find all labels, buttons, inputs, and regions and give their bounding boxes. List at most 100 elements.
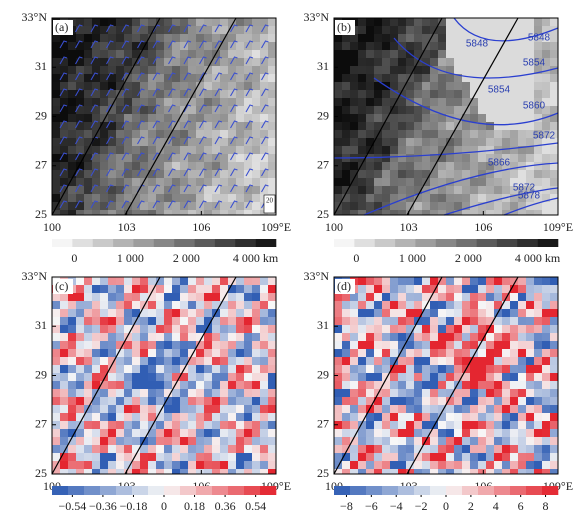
map-cell <box>164 98 173 107</box>
map-cell <box>212 325 221 334</box>
map-cell <box>374 106 383 115</box>
map-cell <box>204 162 213 171</box>
map-cell <box>358 170 367 179</box>
map-cell <box>462 405 471 414</box>
map-cell <box>204 106 213 115</box>
map-cell <box>236 58 245 67</box>
y-tick-label: 29 <box>35 108 47 122</box>
colorbar-cell <box>350 486 367 495</box>
map-cell <box>196 445 205 454</box>
map-cell <box>334 309 343 318</box>
map-cell <box>52 82 61 91</box>
map-cell <box>350 114 359 123</box>
map-cell <box>350 210 359 216</box>
map-cell <box>204 66 213 75</box>
map-cell <box>382 90 391 99</box>
map-cell <box>510 90 519 99</box>
wind-barb <box>152 72 161 81</box>
colorbar-cell <box>116 486 133 495</box>
map-cell <box>350 138 359 147</box>
map-cell <box>172 122 181 131</box>
map-cell <box>268 349 277 358</box>
map-cell <box>550 154 559 163</box>
map-cell <box>526 421 535 430</box>
map-cell <box>494 202 503 211</box>
map-cell <box>454 453 463 462</box>
map-cell <box>268 373 277 382</box>
map-cell <box>454 66 463 75</box>
map-cell <box>438 210 447 216</box>
map-cell <box>172 301 181 310</box>
map-cell <box>148 210 157 216</box>
map-cell <box>430 114 439 123</box>
map-cell <box>68 74 77 83</box>
map-cell <box>358 162 367 171</box>
map-cell <box>68 122 77 131</box>
map-cell <box>446 453 455 462</box>
map-cell <box>84 453 93 462</box>
map-cell <box>260 397 269 406</box>
map-cell <box>342 194 351 203</box>
map-cell <box>228 309 237 318</box>
map-cell <box>358 194 367 203</box>
map-cell <box>92 357 101 366</box>
map-cell <box>350 373 359 382</box>
colorbar-cell <box>414 486 431 495</box>
map-cell <box>60 146 69 155</box>
map-cell <box>156 186 165 195</box>
colorbar-label: 1 000 <box>117 251 144 265</box>
map-cell <box>438 421 447 430</box>
map-cell <box>350 365 359 374</box>
map-cell <box>366 66 375 75</box>
map-cell <box>454 74 463 83</box>
map-cell <box>462 82 471 91</box>
map-cell <box>406 349 415 358</box>
map-cell <box>366 317 375 326</box>
colorbar-cell <box>382 486 399 495</box>
map-cell <box>526 349 535 358</box>
map-cell <box>526 130 535 139</box>
map-cell <box>108 461 117 470</box>
map-cell <box>494 90 503 99</box>
map-cell <box>542 325 551 334</box>
map-cell <box>156 154 165 163</box>
map-cell <box>116 50 125 59</box>
map-cell <box>510 365 519 374</box>
map-cell <box>518 365 527 374</box>
map-cell <box>124 285 133 294</box>
map-cell <box>534 170 543 179</box>
map-cell <box>260 170 269 179</box>
map-cell <box>454 357 463 366</box>
map-cell <box>542 373 551 382</box>
map-cell <box>510 122 519 131</box>
map-cell <box>502 389 511 398</box>
map-cell <box>116 178 125 187</box>
map-cell <box>518 437 527 446</box>
map-cell <box>156 277 165 286</box>
map-cell <box>470 186 479 195</box>
map-cell <box>398 90 407 99</box>
map-cell <box>494 162 503 171</box>
map-cell <box>550 357 559 366</box>
map-cell <box>228 277 237 286</box>
diag-line <box>333 276 443 475</box>
wind-barb <box>137 168 145 177</box>
map-cell <box>92 277 101 286</box>
map-cell <box>366 285 375 294</box>
colorbar-cell <box>510 486 527 495</box>
map-cell <box>414 381 423 390</box>
map-cell <box>414 357 423 366</box>
map-cell <box>156 445 165 454</box>
map-cell <box>542 42 551 51</box>
map-cell <box>550 461 559 470</box>
map-cell <box>486 138 495 147</box>
map-cell <box>260 106 269 115</box>
map-cell <box>124 429 133 438</box>
map-cell <box>358 202 367 211</box>
map-cell <box>60 325 69 334</box>
map-cell <box>366 397 375 406</box>
map-cell <box>228 130 237 139</box>
map-cell <box>68 293 77 302</box>
map-cell <box>244 317 253 326</box>
map-cell <box>526 381 535 390</box>
